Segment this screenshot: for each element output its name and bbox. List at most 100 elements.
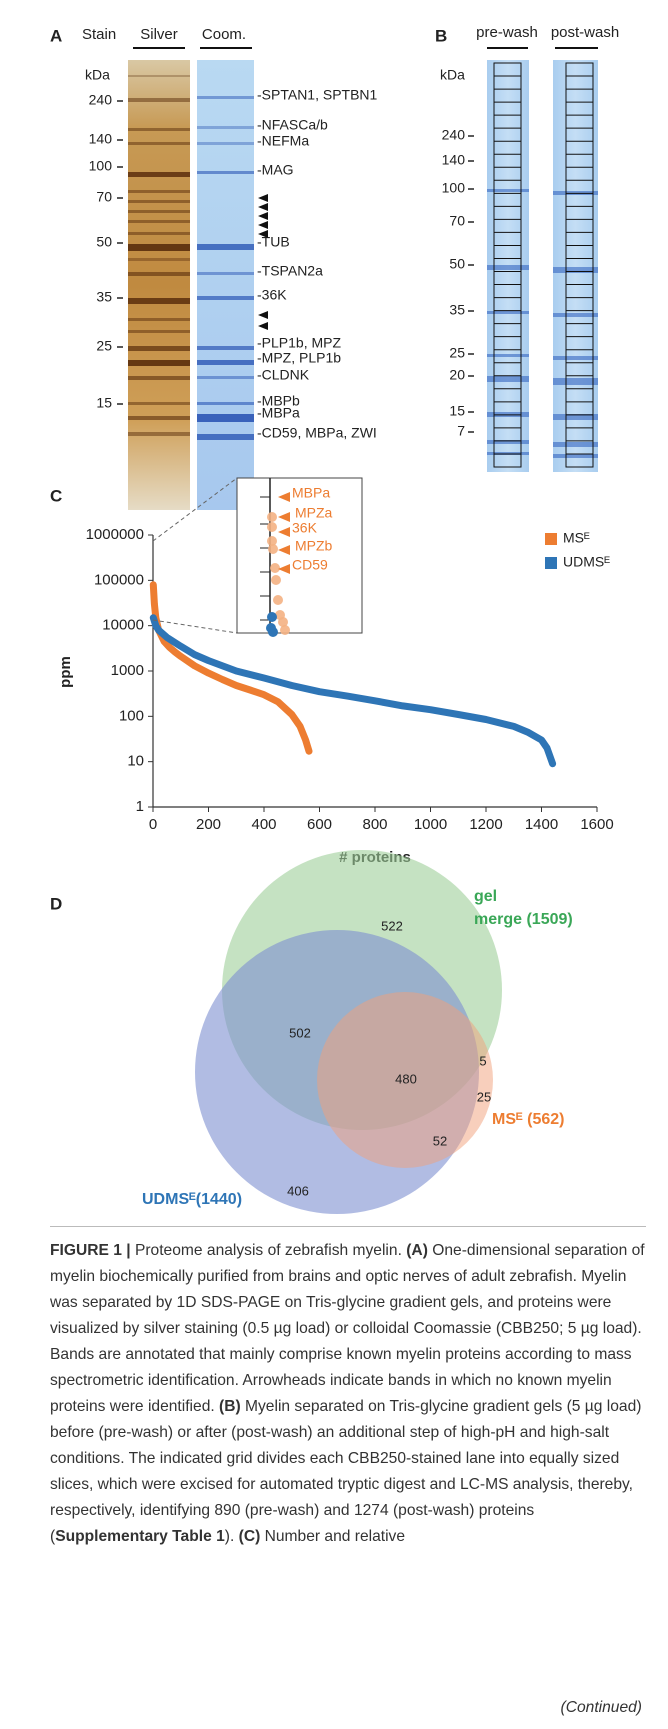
- inset-point: [267, 512, 277, 522]
- stain-header: Stain: [82, 26, 116, 43]
- inset-point: [270, 563, 280, 573]
- slice-grid: [493, 62, 522, 468]
- gel-band: [553, 414, 598, 420]
- gel-band: [197, 272, 254, 275]
- band-annotation: -TSPAN2a: [257, 263, 323, 279]
- band-annotation: -MBPa: [257, 405, 300, 421]
- gel-band: [487, 265, 529, 270]
- caption-text: Proteome analysis of zebrafish myelin.: [130, 1242, 407, 1259]
- band-annotation: -MAG: [257, 162, 294, 178]
- gel-band: [487, 376, 529, 382]
- gel-band: [128, 142, 190, 145]
- caption-bold: FIGURE 1 |: [50, 1242, 131, 1259]
- continued-note: (Continued): [560, 1699, 642, 1716]
- lane-label: post-wash: [551, 24, 619, 41]
- arrowhead: [258, 221, 268, 229]
- venn-count: 480: [395, 1071, 417, 1086]
- gel-band: [487, 189, 529, 192]
- post-wash-lane: [553, 60, 598, 472]
- band-annotation: -NEFMa: [257, 133, 309, 149]
- inset-box: [236, 477, 363, 634]
- gel-band: [128, 98, 190, 102]
- inset-point: [267, 612, 277, 622]
- band-annotation: -MPZ, PLP1b: [257, 350, 341, 366]
- x-tick-label: 600: [307, 816, 332, 833]
- marker-label: 25: [96, 338, 112, 354]
- silver-lane: [128, 60, 190, 510]
- gel-band: [128, 232, 190, 235]
- y-tick-label: 100000: [94, 571, 144, 588]
- marker-label: 240: [442, 127, 466, 143]
- gel-band: [553, 356, 598, 360]
- inset-label: MPZb: [295, 538, 333, 554]
- gel-band: [197, 360, 254, 365]
- gel-band: [128, 244, 190, 251]
- gel-band: [553, 313, 598, 317]
- gel-band: [128, 200, 190, 203]
- marker-label: 20: [449, 367, 465, 383]
- gel-band: [128, 190, 190, 193]
- band-annotation: -CLDNK: [257, 367, 310, 383]
- gel-band: [487, 311, 529, 314]
- gel-band: [128, 318, 190, 321]
- arrowhead: [258, 194, 268, 202]
- band-annotation: -36K: [257, 287, 287, 303]
- inset-arrow: [278, 492, 290, 502]
- x-tick-label: 200: [196, 816, 221, 833]
- gel-band: [128, 210, 190, 213]
- panel-label: C: [50, 486, 62, 505]
- caption: FIGURE 1 | Proteome analysis of zebrafis…: [50, 1238, 646, 1550]
- gel-band: [128, 272, 190, 276]
- venn-count: 52: [433, 1133, 447, 1148]
- venn-mse: [317, 992, 493, 1168]
- band-annotation: -CD59, MBPa, ZWI: [257, 425, 377, 441]
- marker-label: 35: [449, 302, 465, 318]
- gel-band: [128, 346, 190, 351]
- legend-swatch: [545, 557, 557, 569]
- x-tick-label: 0: [149, 816, 157, 833]
- band-annotation: -SPTAN1, SPTBN1: [257, 87, 378, 103]
- panel-label: B: [435, 26, 447, 45]
- x-tick-label: 1200: [469, 816, 502, 833]
- y-tick-label: 10000: [102, 617, 144, 634]
- marker-label: 100: [89, 158, 113, 174]
- caption-text: One-dimensional separation of myelin bio…: [50, 1242, 645, 1415]
- marker-label: 15: [449, 403, 465, 419]
- venn-label: UDMSᴱ(1440): [142, 1191, 242, 1208]
- inset-arrow: [278, 545, 290, 555]
- gel-band: [128, 402, 190, 405]
- inset-point: [278, 617, 288, 627]
- venn-count: 502: [289, 1025, 311, 1040]
- arrowhead: [258, 212, 268, 220]
- marker-label: 50: [96, 234, 112, 250]
- inset-arrow: [278, 512, 290, 522]
- gel-band: [553, 442, 598, 447]
- marker-label: 100: [442, 180, 466, 196]
- gel-band: [197, 142, 254, 145]
- inset-point: [267, 522, 277, 532]
- y-tick-label: 100: [119, 707, 144, 724]
- lane-label: Silver: [140, 26, 178, 43]
- gel-band: [128, 220, 190, 223]
- y-tick-label: 10: [127, 753, 144, 770]
- marker-label: 70: [96, 189, 112, 205]
- inset-label: MPZa: [295, 505, 333, 521]
- marker-label: 25: [449, 345, 465, 361]
- gel-band: [128, 128, 190, 131]
- y-tick-label: 1: [136, 798, 144, 815]
- gel-band: [487, 354, 529, 357]
- gel-band: [128, 432, 190, 436]
- inset-point: [267, 536, 277, 546]
- band-annotation: -PLP1b, MPZ: [257, 335, 341, 351]
- panel-label: D: [50, 894, 62, 913]
- gel-band: [197, 96, 254, 99]
- arrowhead: [258, 203, 268, 211]
- x-tick-label: 400: [251, 816, 276, 833]
- band-annotation: -TUB: [257, 234, 290, 250]
- gel-bands: [128, 62, 598, 468]
- marker-label: 140: [89, 131, 113, 147]
- marker-label: 7: [457, 423, 465, 439]
- y-axis-label: ppm: [57, 656, 74, 688]
- inset-point: [271, 575, 281, 585]
